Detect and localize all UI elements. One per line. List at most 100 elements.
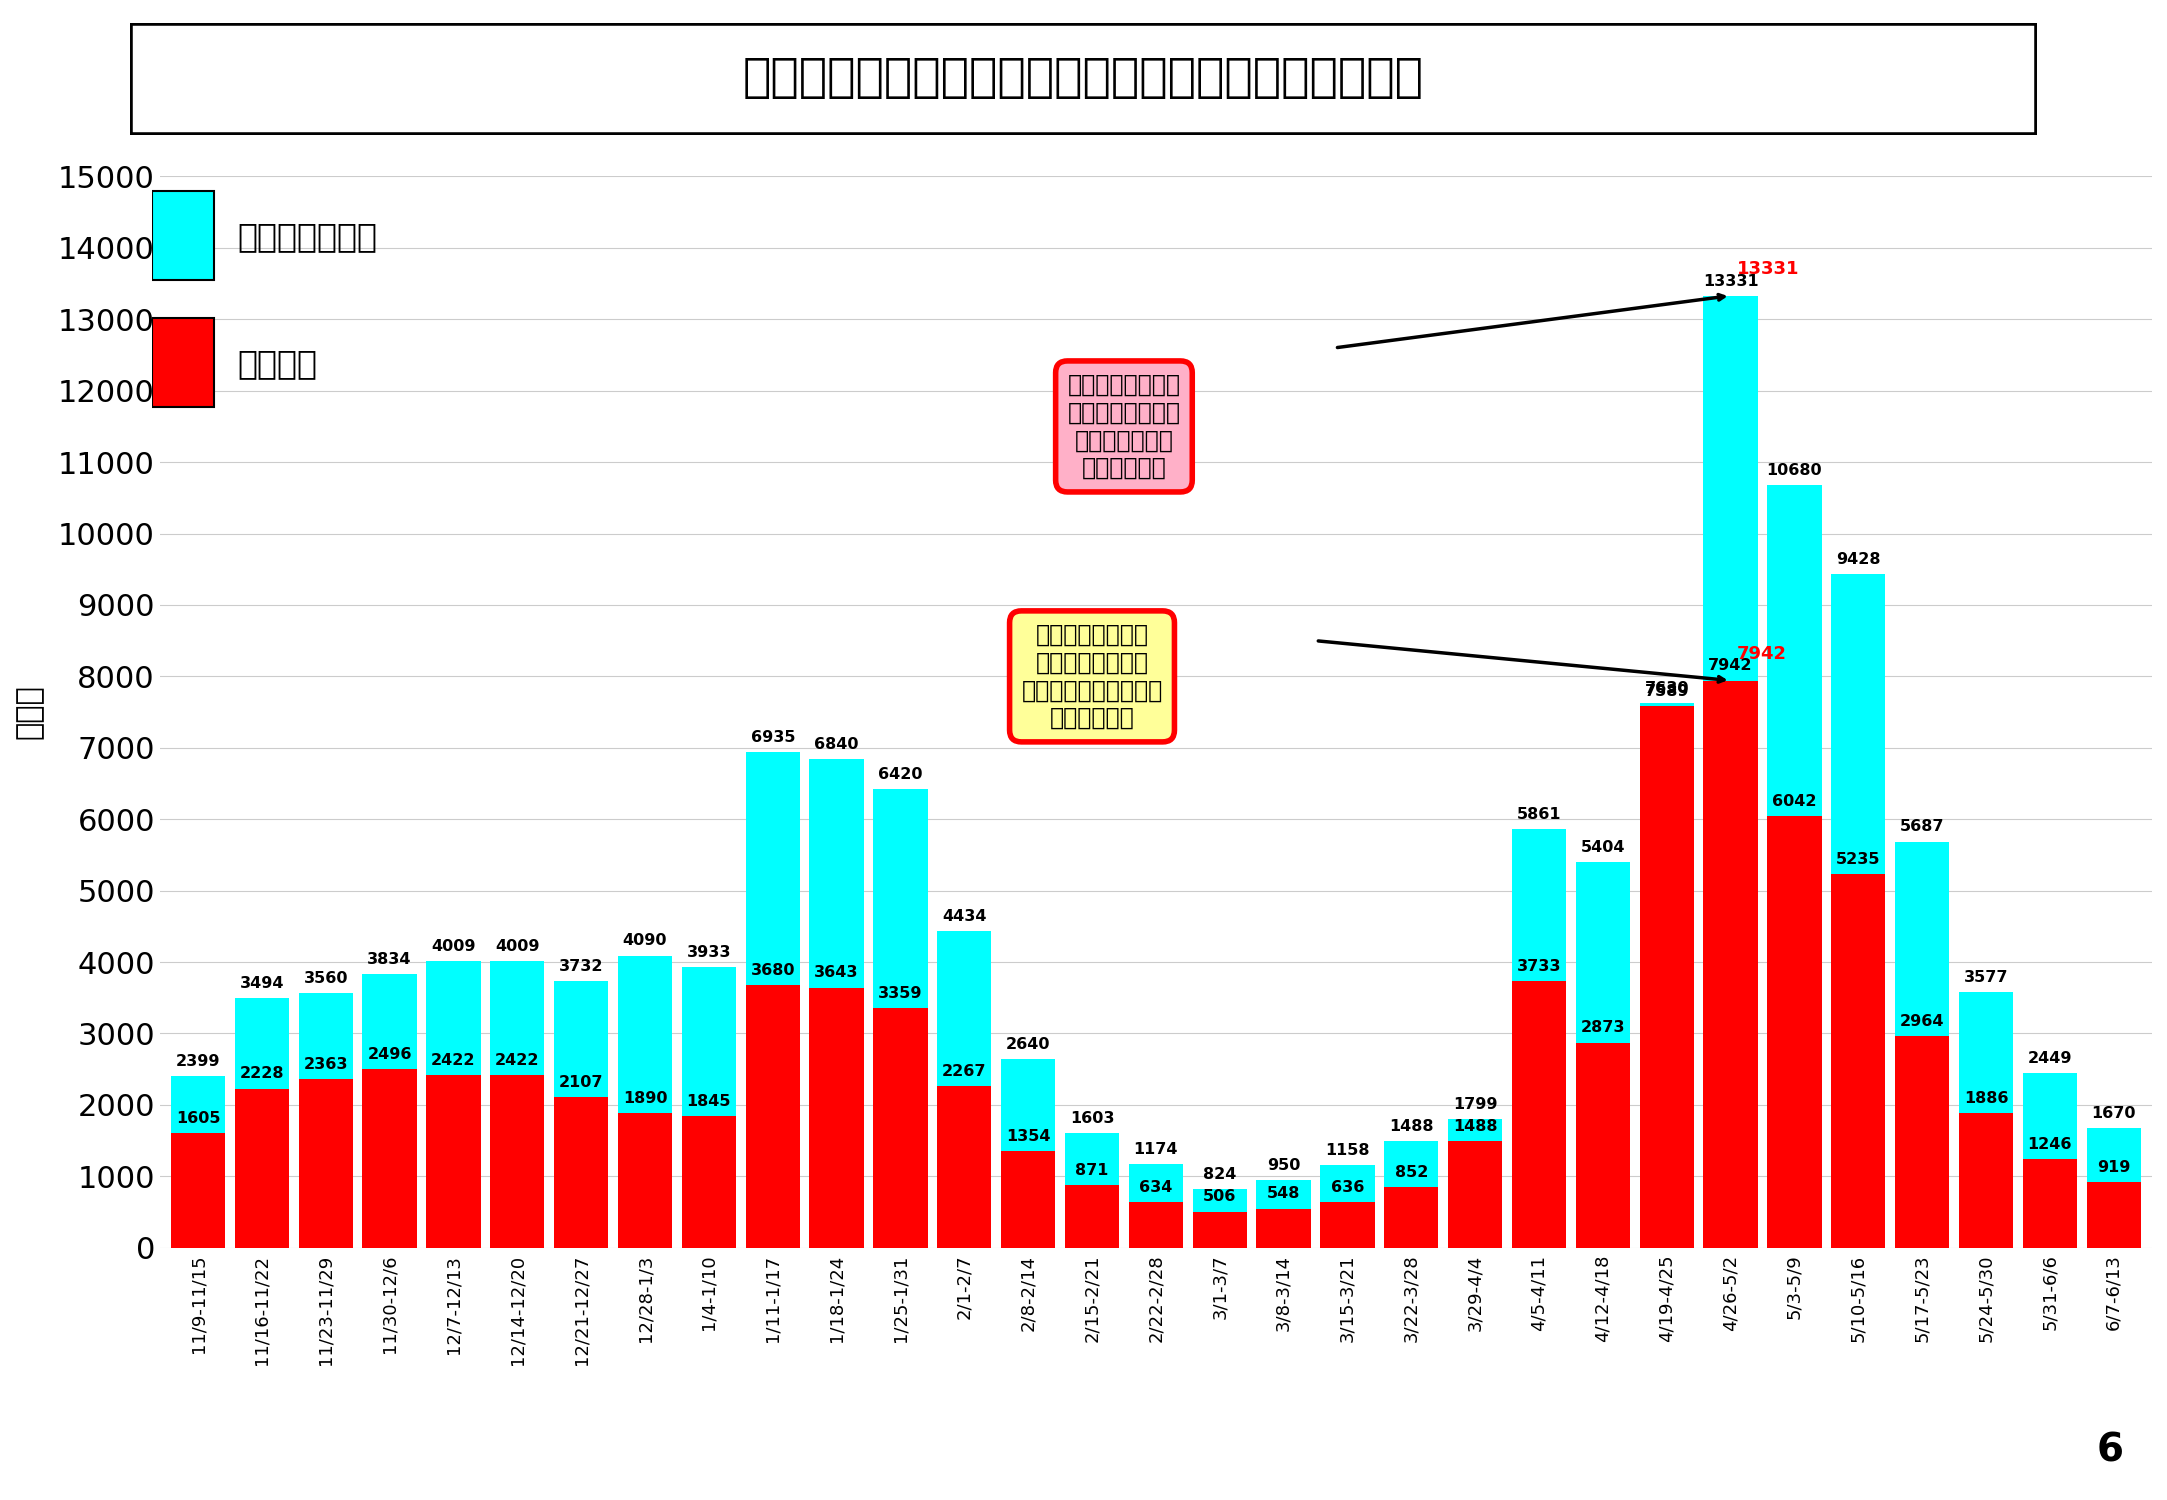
Text: 6840: 6840: [815, 736, 858, 752]
Y-axis label: （人）: （人）: [15, 684, 43, 740]
Text: ４月２６日（月）
〜５月２日（日）
１３，３３１人
（過去最多）: ４月２６日（月） 〜５月２日（日） １３，３３１人 （過去最多）: [1068, 372, 1181, 480]
Text: 1488: 1488: [1452, 1119, 1497, 1134]
Text: 2399: 2399: [176, 1054, 221, 1070]
Text: 4090: 4090: [622, 933, 667, 948]
Bar: [683, 968, 737, 1248]
Text: 6042: 6042: [1773, 794, 1816, 808]
Text: 10680: 10680: [1766, 464, 1822, 478]
Bar: [1640, 705, 1695, 1248]
Text: ：２府４県合計: ：２府４県合計: [238, 220, 377, 254]
Bar: [1959, 992, 2013, 1248]
Bar: [1257, 1180, 1311, 1248]
Text: 3732: 3732: [559, 958, 602, 974]
Text: 506: 506: [1203, 1190, 1237, 1204]
Bar: [1064, 1132, 1118, 1248]
Text: 5235: 5235: [1835, 852, 1881, 867]
Text: 6420: 6420: [878, 766, 923, 782]
Bar: [1768, 816, 1822, 1248]
Text: 13331: 13331: [1738, 260, 1799, 278]
Bar: [555, 981, 609, 1248]
Bar: [1001, 1150, 1055, 1248]
Text: 1886: 1886: [1963, 1090, 2009, 1106]
Bar: [936, 932, 992, 1248]
Text: 2267: 2267: [943, 1064, 986, 1078]
Bar: [2022, 1072, 2076, 1248]
Bar: [1129, 1164, 1183, 1248]
Bar: [152, 190, 215, 279]
Text: 5687: 5687: [1900, 819, 1944, 834]
Bar: [1001, 1059, 1055, 1248]
Bar: [1513, 830, 1567, 1248]
Text: 2873: 2873: [1580, 1020, 1625, 1035]
Bar: [873, 789, 927, 1248]
Text: ４月２６日（月）
〜５月２日（日）
大阪府：７，９４２人
（過去最多）: ４月２６日（月） 〜５月２日（日） 大阪府：７，９４２人 （過去最多）: [1021, 622, 1164, 730]
Bar: [1575, 862, 1630, 1248]
Bar: [1513, 981, 1567, 1248]
Bar: [171, 1132, 225, 1248]
Text: 7942: 7942: [1708, 658, 1753, 674]
Bar: [1768, 484, 1822, 1248]
Bar: [2087, 1182, 2141, 1248]
Bar: [1320, 1166, 1374, 1248]
Text: 4434: 4434: [943, 909, 986, 924]
Bar: [1640, 704, 1695, 1248]
Text: 3359: 3359: [878, 986, 923, 1000]
Bar: [362, 974, 416, 1248]
Bar: [1575, 1042, 1630, 1248]
Text: 1799: 1799: [1452, 1096, 1497, 1112]
Text: 3834: 3834: [368, 951, 412, 966]
Text: 6935: 6935: [750, 730, 795, 746]
Text: 3643: 3643: [815, 966, 858, 981]
Text: 1174: 1174: [1133, 1142, 1179, 1156]
Bar: [490, 962, 544, 1248]
Bar: [555, 1096, 609, 1248]
Bar: [1703, 681, 1757, 1248]
Bar: [362, 1070, 416, 1248]
Bar: [1894, 842, 1950, 1248]
Text: 2449: 2449: [2028, 1050, 2072, 1065]
Text: 7942: 7942: [1738, 645, 1788, 663]
Text: 7589: 7589: [1645, 684, 1688, 699]
Text: 関西２府４県における新規陽性者数の推移（週単位）: 関西２府４県における新規陽性者数の推移（週単位）: [743, 56, 1424, 102]
Text: 548: 548: [1268, 1186, 1300, 1202]
Text: 636: 636: [1331, 1180, 1363, 1196]
Bar: [618, 956, 672, 1248]
Text: 5404: 5404: [1580, 840, 1625, 855]
Bar: [1448, 1142, 1502, 1248]
Text: 3577: 3577: [1963, 970, 2009, 986]
Text: 3560: 3560: [303, 972, 349, 987]
Bar: [152, 318, 215, 408]
Bar: [2022, 1158, 2076, 1248]
Bar: [936, 1086, 992, 1248]
Bar: [1320, 1203, 1374, 1248]
Bar: [1831, 874, 1885, 1248]
Bar: [299, 1078, 353, 1248]
Text: 3494: 3494: [241, 976, 284, 992]
Text: 2496: 2496: [368, 1047, 412, 1062]
Text: 1603: 1603: [1070, 1112, 1114, 1126]
Bar: [810, 987, 865, 1248]
Bar: [618, 1113, 672, 1248]
Bar: [1831, 574, 1885, 1248]
Bar: [745, 986, 800, 1248]
Bar: [1448, 1119, 1502, 1248]
Bar: [1129, 1203, 1183, 1248]
Text: 2422: 2422: [494, 1053, 540, 1068]
Text: 1605: 1605: [176, 1112, 221, 1126]
Bar: [1192, 1190, 1246, 1248]
Bar: [427, 1074, 481, 1248]
Text: 1354: 1354: [1005, 1130, 1051, 1144]
Bar: [427, 962, 481, 1248]
Text: 634: 634: [1140, 1180, 1172, 1196]
Text: 1246: 1246: [2028, 1137, 2072, 1152]
Bar: [1064, 1185, 1118, 1248]
Text: 13331: 13331: [1703, 273, 1757, 288]
Text: 2228: 2228: [241, 1066, 284, 1082]
Text: 9428: 9428: [1835, 552, 1881, 567]
Bar: [299, 993, 353, 1248]
Text: 4009: 4009: [431, 939, 477, 954]
Text: 1488: 1488: [1389, 1119, 1435, 1134]
Bar: [1959, 1113, 2013, 1248]
Bar: [1703, 296, 1757, 1248]
Text: 852: 852: [1396, 1164, 1428, 1179]
